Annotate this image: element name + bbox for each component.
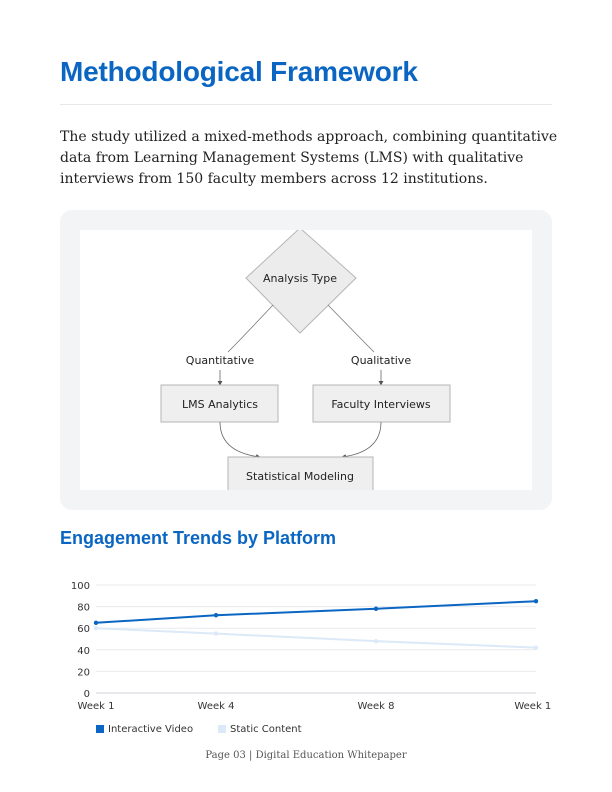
node-lms-analytics [160, 384, 279, 423]
legend-label-interactive: Interactive Video [108, 724, 194, 735]
node-statistical-modeling-label: Statistical Modeling [246, 470, 354, 483]
methodology-diagram: Analysis Type Quantitative Qualitative L… [80, 230, 532, 490]
x-tick-label: Week 4 [198, 701, 235, 712]
x-tick-label: Week 12 [514, 701, 552, 712]
y-tick-label: 60 [77, 624, 90, 635]
y-tick-label: 0 [84, 689, 90, 700]
page-footer: Page 03 | Digital Education Whitepaper [205, 750, 407, 761]
legend-swatch-static [218, 725, 226, 733]
chart-svg: 0 20 40 60 80 100 Week 1 Week 4 Week 8 Week 12 [71, 581, 558, 712]
flowchart-svg: Analysis Type Quantitative Qualitative L… [160, 230, 451, 490]
decision-node-analysis-type [245, 230, 357, 334]
series-line-static-content [95, 627, 537, 649]
edge-decision-to-quantitative [227, 304, 274, 353]
legend-swatch-interactive [96, 725, 104, 733]
edge-label-qualitative: Qualitative [351, 354, 411, 367]
data-point-interactive-video [533, 599, 539, 604]
page-title: Methodological Framework [60, 56, 418, 87]
data-point-interactive-video [373, 606, 379, 611]
y-tick-label: 80 [77, 603, 90, 614]
data-point-interactive-video [213, 613, 219, 618]
arrow-lms-to-modeling [219, 421, 261, 459]
legend-item-static-content: Static Content [218, 724, 302, 735]
y-tick-label: 40 [77, 646, 90, 657]
legend-item-interactive-video: Interactive Video [96, 724, 193, 735]
data-point-static-content [93, 626, 99, 631]
engagement-line-chart: 0 20 40 60 80 100 Week 1 Week 4 Week 8 Week 12 [60, 574, 558, 714]
edge-label-quantitative: Quantitative [186, 354, 255, 367]
y-tick-label: 100 [71, 581, 90, 592]
y-tick-label: 20 [77, 667, 90, 678]
node-lms-analytics-label: LMS Analytics [182, 398, 258, 411]
x-tick-label: Week 8 [358, 701, 395, 712]
data-point-static-content [213, 631, 219, 636]
methodology-diagram-card: Analysis Type Quantitative Qualitative L… [60, 210, 552, 510]
intro-paragraph: The study utilized a mixed-methods appro… [60, 129, 558, 187]
section-title-engagement: Engagement Trends by Platform [60, 528, 337, 548]
title-divider [60, 104, 552, 105]
data-point-static-content [373, 638, 379, 644]
node-faculty-interviews-label: Faculty Interviews [331, 398, 431, 411]
data-point-interactive-video [93, 620, 99, 625]
x-tick-label: Week 1 [78, 701, 115, 712]
decision-label: Analysis Type [263, 272, 337, 285]
legend-label-static: Static Content [230, 724, 302, 735]
arrow-interviews-to-modeling [341, 421, 382, 459]
edge-decision-to-qualitative [327, 304, 375, 353]
node-faculty-interviews [312, 384, 451, 423]
node-statistical-modeling [227, 456, 374, 490]
series-line-interactive-video [95, 600, 537, 624]
data-point-static-content [533, 645, 539, 650]
